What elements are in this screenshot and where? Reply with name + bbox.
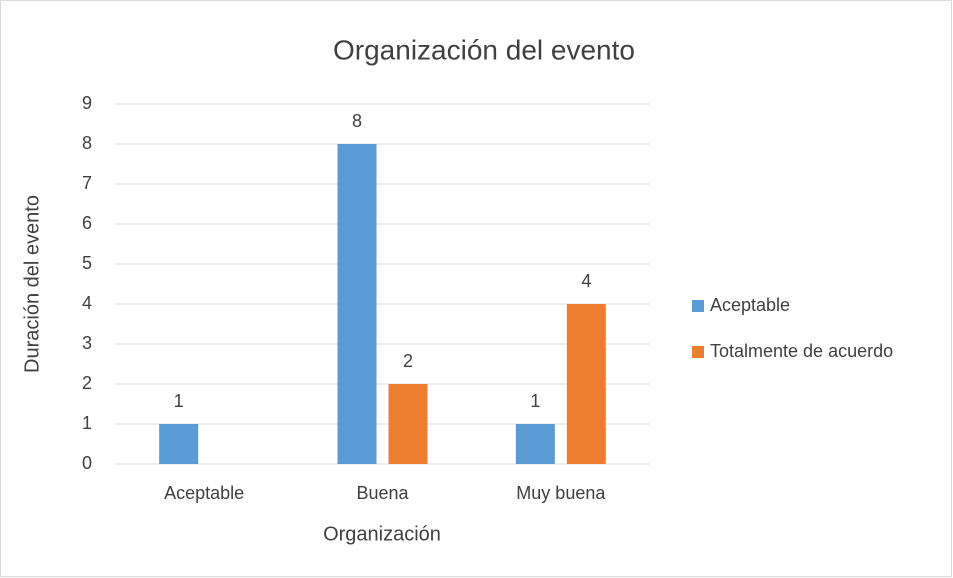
x-tick-label: Aceptable	[164, 483, 244, 503]
y-tick-label: 7	[82, 173, 92, 193]
bar	[566, 304, 606, 464]
y-tick-label: 2	[82, 373, 92, 393]
y-axis-label: Duración del evento	[21, 195, 43, 373]
x-axis-label: Organización	[323, 523, 441, 545]
data-label: 8	[352, 111, 362, 131]
data-label: 4	[581, 271, 591, 291]
y-tick-label: 9	[82, 93, 92, 113]
legend-swatch	[692, 346, 704, 358]
y-tick-label: 1	[82, 413, 92, 433]
y-tick-label: 6	[82, 213, 92, 233]
y-tick-label: 0	[82, 453, 92, 473]
bar	[515, 424, 555, 464]
x-tick-label: Muy buena	[516, 483, 606, 503]
y-tick-label: 8	[82, 133, 92, 153]
x-tick-label: Buena	[356, 483, 409, 503]
y-tick-label: 3	[82, 333, 92, 353]
bar	[388, 384, 428, 464]
data-label: 1	[174, 391, 184, 411]
y-tick-label: 5	[82, 253, 92, 273]
legend-swatch	[692, 300, 704, 312]
chart-title: Organización del evento	[333, 34, 635, 65]
legend-label: Totalmente de acuerdo	[710, 341, 893, 361]
y-tick-label: 4	[82, 293, 92, 313]
legend-label: Aceptable	[710, 295, 790, 315]
bar	[337, 144, 377, 464]
bar	[159, 424, 199, 464]
data-label: 1	[530, 391, 540, 411]
data-label: 2	[403, 351, 413, 371]
